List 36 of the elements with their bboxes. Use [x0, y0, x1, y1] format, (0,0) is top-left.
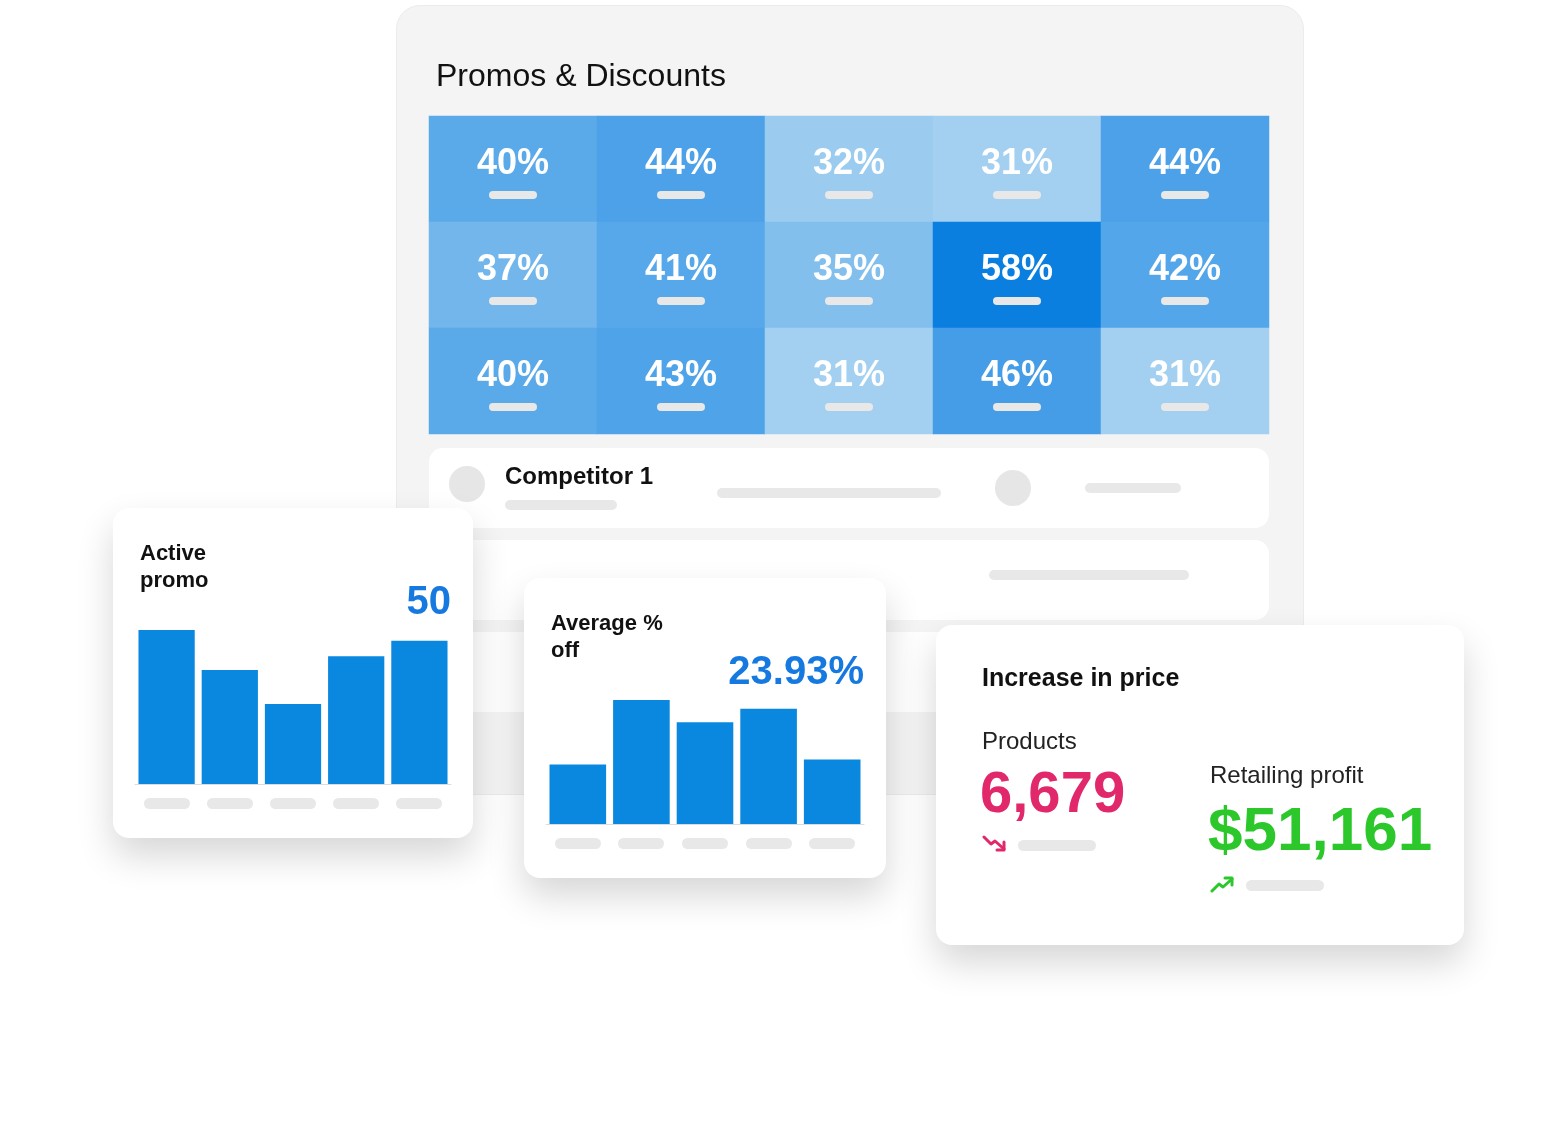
bar	[138, 630, 195, 784]
data-label: 31%	[812, 352, 886, 394]
data-label: 31%	[1148, 352, 1222, 394]
data-label: 43%	[644, 352, 718, 394]
text: 50	[406, 578, 452, 622]
data-label: 44%	[1148, 140, 1222, 182]
bar	[676, 722, 734, 824]
text: Retailing profit	[1210, 761, 1364, 789]
bar	[201, 670, 258, 784]
bar	[391, 640, 448, 784]
data-label: 42%	[1148, 246, 1222, 288]
data-label: 31%	[980, 140, 1054, 182]
chart-title: Average % off	[551, 610, 669, 662]
bar	[740, 708, 797, 824]
text: 23.93%	[728, 648, 865, 692]
data-label: 58%	[980, 246, 1054, 288]
chart-title: Active promo	[140, 540, 213, 592]
list-row: Competitor 1	[429, 448, 1269, 528]
bar	[803, 759, 861, 824]
data-label: 32%	[812, 140, 886, 182]
data-label: 37%	[476, 246, 550, 288]
data-label: 41%	[644, 246, 718, 288]
bar	[549, 764, 607, 824]
data-label: 40%	[476, 140, 550, 182]
bar	[328, 656, 385, 784]
chart-title: Promos & Discounts	[436, 57, 726, 93]
text: $51,161	[1208, 793, 1433, 865]
text: Increase in price	[982, 663, 1180, 692]
text: 6,679	[980, 759, 1126, 826]
bar	[613, 700, 670, 824]
bar	[264, 703, 322, 784]
text: Products	[982, 727, 1077, 755]
data-label: 44%	[644, 140, 718, 182]
data-label: 35%	[812, 246, 886, 288]
data-label: 40%	[476, 352, 550, 394]
data-label: 46%	[980, 352, 1054, 394]
